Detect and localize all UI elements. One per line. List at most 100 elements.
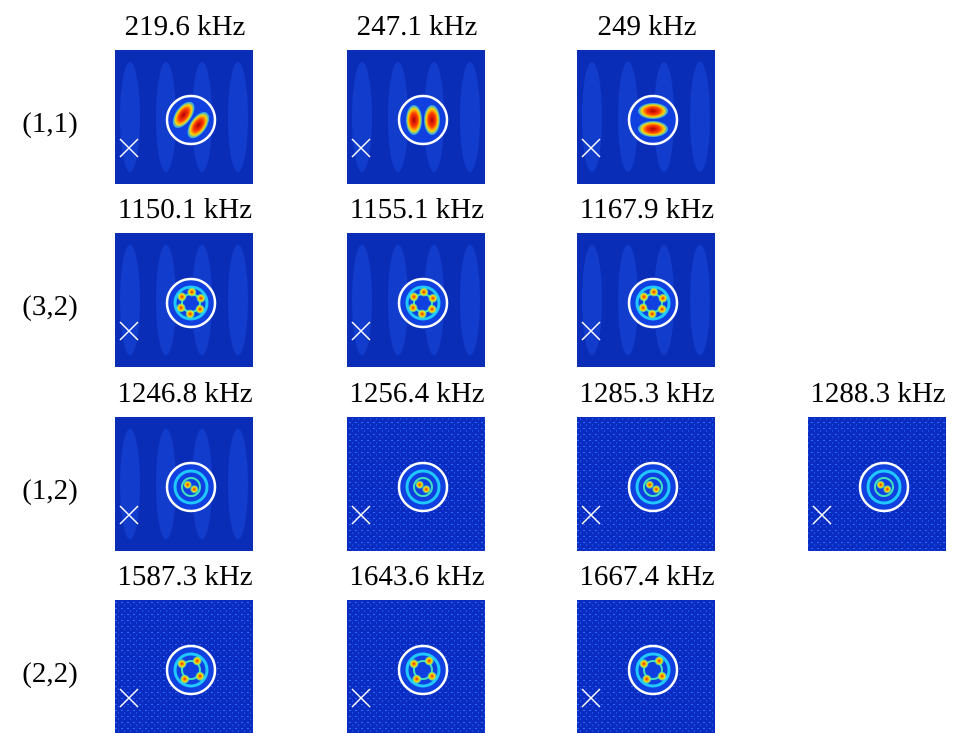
panel-title: 247.1 kHz [357, 10, 478, 42]
mode-dot [427, 304, 437, 314]
mode-image [577, 50, 715, 184]
mode-dot [649, 287, 659, 297]
ring [643, 477, 663, 497]
panel-title: 1643.6 kHz [349, 560, 484, 592]
ring [405, 652, 441, 688]
row-label: (1,1) [22, 107, 78, 139]
ring [866, 469, 902, 505]
mode-image [577, 233, 715, 367]
ring [181, 660, 201, 680]
mode-dot [190, 485, 199, 494]
ring [643, 660, 663, 680]
lobe [638, 121, 668, 137]
mode-image [115, 600, 253, 733]
background-fringe [228, 62, 248, 172]
marker-x [119, 138, 139, 158]
ring [413, 477, 433, 497]
background-fringe [228, 429, 248, 539]
mode-dot [424, 656, 434, 666]
mode-dot [408, 303, 418, 313]
row-label: (2,2) [22, 657, 78, 689]
mode-dot [639, 292, 649, 302]
marker-x [119, 688, 139, 708]
mode-outline [627, 277, 679, 329]
mode-image [347, 233, 485, 367]
mode-dot [645, 480, 654, 489]
ring [173, 652, 209, 688]
mode-dot [428, 293, 438, 303]
marker-x [581, 321, 601, 341]
mode-outline [397, 644, 449, 696]
panel-title: 1246.8 kHz [117, 377, 252, 409]
panel-title: 1285.3 kHz [579, 377, 714, 409]
mode-dot [195, 671, 205, 681]
mode-dot [409, 659, 419, 669]
mode-dot [192, 656, 202, 666]
mode-dot [658, 293, 668, 303]
lobes [638, 103, 668, 137]
mode-image [347, 50, 485, 184]
mode-outline [397, 461, 449, 513]
mode-dot [185, 309, 195, 319]
lobe [406, 105, 422, 135]
mode-outline [397, 94, 449, 146]
mode-image [808, 417, 946, 551]
ring [181, 477, 201, 497]
mode-dot [412, 674, 422, 684]
mode-dot [176, 303, 186, 313]
mode-outline [397, 277, 449, 329]
background-fringe [460, 245, 480, 355]
marker-x [351, 688, 371, 708]
marker-x [351, 505, 371, 525]
mode-outline [627, 94, 679, 146]
ring [173, 285, 209, 321]
mode-outline [165, 461, 217, 513]
ring [874, 477, 894, 497]
mode-outline [858, 461, 910, 513]
panel-title: 219.6 kHz [125, 10, 246, 42]
lobe [172, 101, 195, 128]
background-fringe [690, 245, 710, 355]
mode-dot [652, 485, 661, 494]
mode-dot [409, 292, 419, 302]
mode-dot [422, 485, 431, 494]
panel-title: 1587.3 kHz [117, 560, 252, 592]
mode-dot [177, 659, 187, 669]
marker-x [812, 505, 832, 525]
mode-image [115, 50, 253, 184]
mode-image [577, 600, 715, 733]
mode-dot [883, 485, 892, 494]
mode-image [115, 417, 253, 551]
panel-title: 1150.1 kHz [118, 193, 252, 225]
marker-x [351, 321, 371, 341]
mode-dot [195, 304, 205, 314]
mode-outline [627, 461, 679, 513]
lobes [406, 105, 440, 135]
marker-x [119, 321, 139, 341]
panel-title: 1256.4 kHz [349, 377, 484, 409]
mode-dot [654, 656, 664, 666]
ring [173, 469, 209, 505]
mode-outline [165, 277, 217, 329]
mode-outline [627, 644, 679, 696]
lobe [187, 112, 210, 139]
mode-dot [427, 671, 437, 681]
mode-dot [657, 304, 667, 314]
marker-x [581, 138, 601, 158]
panel-title: 1288.3 kHz [810, 377, 945, 409]
mode-dot [657, 671, 667, 681]
row-label: (1,2) [22, 474, 78, 506]
mode-outline [165, 644, 217, 696]
lobes [172, 101, 210, 139]
mode-dot [647, 309, 657, 319]
mode-dot [183, 480, 192, 489]
mode-dot [638, 303, 648, 313]
ring [635, 469, 671, 505]
panel-title: 249 kHz [597, 10, 696, 42]
mode-dot [180, 674, 190, 684]
marker-x [581, 505, 601, 525]
background-fringe [228, 245, 248, 355]
ring [635, 652, 671, 688]
lobe [424, 105, 440, 135]
